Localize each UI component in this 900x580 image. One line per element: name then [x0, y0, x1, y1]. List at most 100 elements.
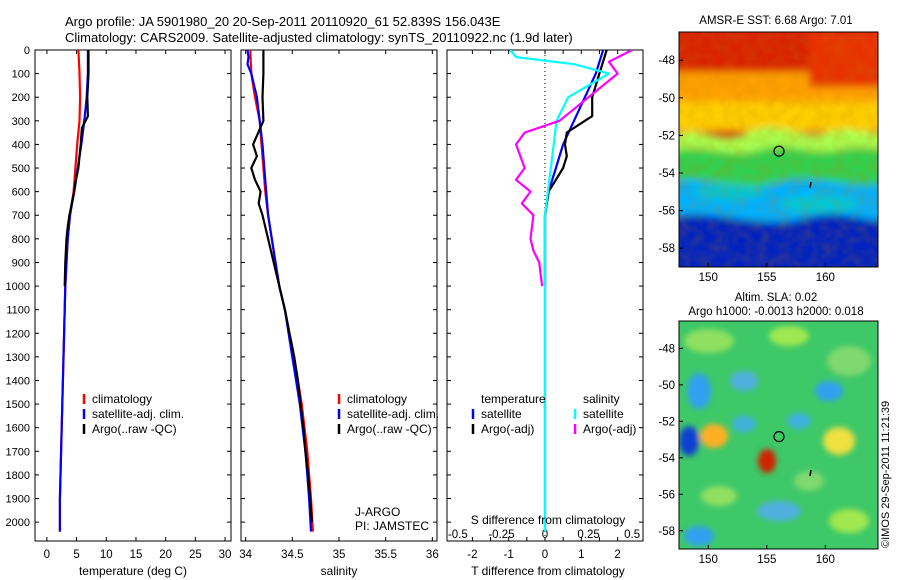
map-x-tick-label: 150 — [699, 554, 718, 566]
difference-depth-ticks — [447, 49, 643, 523]
depth-tick-label: 700 — [12, 210, 30, 222]
map-y-tick-label: -54 — [658, 453, 675, 465]
legend-label: satellite-adj. clim. — [347, 407, 439, 421]
depth-tick-label: 1300 — [6, 352, 30, 364]
sst-map-panel: AMSR-E SST: 6.68 Argo: 7.01 — [658, 15, 879, 284]
salinity-depth-ticks — [241, 49, 437, 523]
depth-tick-label: 1400 — [6, 375, 30, 387]
x-tick-label: 35 — [333, 549, 346, 561]
salinity-scale-label: 0.5 — [624, 529, 640, 541]
difference-series — [509, 50, 633, 532]
legend-label: satellite — [583, 407, 624, 421]
salinity-series — [246, 50, 314, 532]
map-y-tick-label: -48 — [658, 55, 675, 67]
depth-tick-label: 1700 — [6, 446, 30, 458]
map-x-tick-label: 160 — [816, 272, 835, 284]
argo-track-mark — [809, 181, 812, 189]
difference-x-axis: -2 -1 0 1 2 — [467, 50, 621, 561]
x-tick-label: 25 — [189, 549, 202, 561]
x-tick-label: 30 — [219, 549, 232, 561]
salinity-axes-box — [240, 49, 438, 542]
sst-map-title: AMSR-E SST: 6.68 Argo: 7.01 — [699, 15, 852, 27]
map-y-tick-label: -58 — [658, 526, 675, 538]
depth-tick-label: 1000 — [6, 281, 30, 293]
depth-tick-label: 1600 — [6, 423, 30, 435]
depth-tick-label: 1200 — [6, 328, 30, 340]
t-difference-label: T difference from climatology — [471, 564, 625, 578]
x-tick-label: 5 — [73, 549, 79, 561]
argo-track-mark-sla — [809, 469, 812, 477]
temperature-x-label: temperature (deg C) — [79, 564, 187, 578]
x-tick-label: -1 — [504, 549, 514, 561]
legend-label: climatology — [347, 392, 407, 406]
depth-tick-label: 400 — [12, 139, 30, 151]
salinity-x-axis: 34 34.5 35 35.5 36 — [239, 50, 439, 561]
map-x-tick-label: 160 — [816, 554, 835, 566]
sst-map-frame — [678, 31, 879, 268]
legend-label: satellite-adj. clim. — [92, 407, 184, 421]
difference-legend: temperature salinitysatelliteArgo(-adj)sa… — [471, 392, 636, 436]
temperature-series — [58, 50, 90, 532]
depth-tick-label: 1800 — [6, 470, 30, 482]
depth-tick-label: 0 — [24, 45, 30, 57]
sst-map-axes: 150 155 160 -48 -50 -52 -54 -56 -58 — [658, 55, 835, 284]
x-tick-label: 10 — [100, 549, 113, 561]
temperature-x-axis: 0 5 10 15 20 25 30 — [44, 50, 232, 561]
salinity-difference-scale: -0.5 -0.25 0 0.25 0.5 — [448, 529, 640, 541]
map-y-tick-label: -50 — [658, 93, 675, 105]
depth-tick-label: 500 — [12, 163, 30, 175]
map-y-tick-label: -56 — [658, 489, 675, 501]
sla-map-panel: Altim. SLA: 0.02 Argo h1000: -0.0013 h20… — [658, 292, 879, 566]
map-x-tick-label: 150 — [699, 272, 718, 284]
depth-tick-label: 2000 — [6, 517, 30, 529]
x-tick-label: -2 — [467, 549, 477, 561]
x-tick-label: 20 — [159, 549, 172, 561]
difference-salinity-satellite-line — [509, 50, 611, 532]
x-tick-label: 1 — [578, 549, 584, 561]
header-line-1: Argo profile: JA 5901980_20 20-Sep-2011 … — [65, 14, 501, 29]
depth-tick-label: 300 — [12, 116, 30, 128]
depth-tick-label: 1500 — [6, 399, 30, 411]
sla-heatmap — [679, 321, 878, 549]
s-difference-label: S difference from climatology — [471, 513, 626, 527]
map-y-tick-label: -48 — [658, 343, 675, 355]
depth-tick-label: 800 — [12, 234, 30, 246]
sla-map-title-1: Altim. SLA: 0.02 — [735, 292, 817, 304]
depth-tick-label: 1900 — [6, 494, 30, 506]
salinity-scale-label: -0.5 — [448, 529, 468, 541]
sla-map-axes: 150 155 160 -48 -50 -52 -54 -56 -58 — [658, 343, 835, 566]
header-line-2: Climatology: CARS2009. Satellite-adjuste… — [65, 30, 573, 45]
x-tick-label: 36 — [426, 549, 439, 561]
sla-map-title-2: Argo h1000: -0.0013 h2000: 0.018 — [688, 306, 863, 318]
depth-tick-label: 900 — [12, 257, 30, 269]
argo-position-marker-sla — [773, 431, 785, 443]
x-tick-label: 34.5 — [281, 549, 303, 561]
salinity-argo-raw-qc-line — [250, 50, 313, 523]
map-y-tick-label: -54 — [658, 168, 675, 180]
sla-map-frame — [678, 320, 879, 550]
legend-label: Argo(-adj) — [583, 422, 636, 436]
map-y-tick-label: -52 — [658, 416, 675, 428]
x-tick-label: 15 — [130, 549, 143, 561]
annotation-pi: PI: JAMSTEC — [355, 519, 429, 533]
sst-heatmap — [679, 32, 878, 267]
temperature-panel: 0100200300400500600700800900100011001200… — [6, 45, 232, 578]
temperature-axes-box — [34, 49, 232, 542]
map-x-tick-label: 155 — [757, 272, 776, 284]
salinity-x-label: salinity — [321, 564, 358, 578]
annotation-j-argo: J-ARGO — [355, 505, 400, 519]
map-x-tick-label: 155 — [757, 554, 776, 566]
argo-position-marker — [773, 145, 785, 157]
legend-label: Argo(..raw -QC) — [347, 422, 432, 436]
x-tick-label: 34 — [239, 549, 252, 561]
salinity-panel: 34 34.5 35 35.5 36 climatologysatellite-adj.… — [239, 49, 439, 578]
depth-axis: 0 100 200 300 400 500 600 700 800 900 1000 1100 1200… — [6, 45, 231, 529]
map-y-tick-label: -52 — [658, 130, 675, 142]
difference-panel: -2 -1 0 1 2 -0.5 -0.25 0 0.25 0.5 temperature sal… — [446, 49, 644, 578]
depth-tick-label: 1100 — [6, 305, 30, 317]
footer-stamp: ©IMOS 29-Sep-2011 11:21:39 — [880, 401, 892, 548]
salinity-scale-label: -0.25 — [488, 529, 514, 541]
